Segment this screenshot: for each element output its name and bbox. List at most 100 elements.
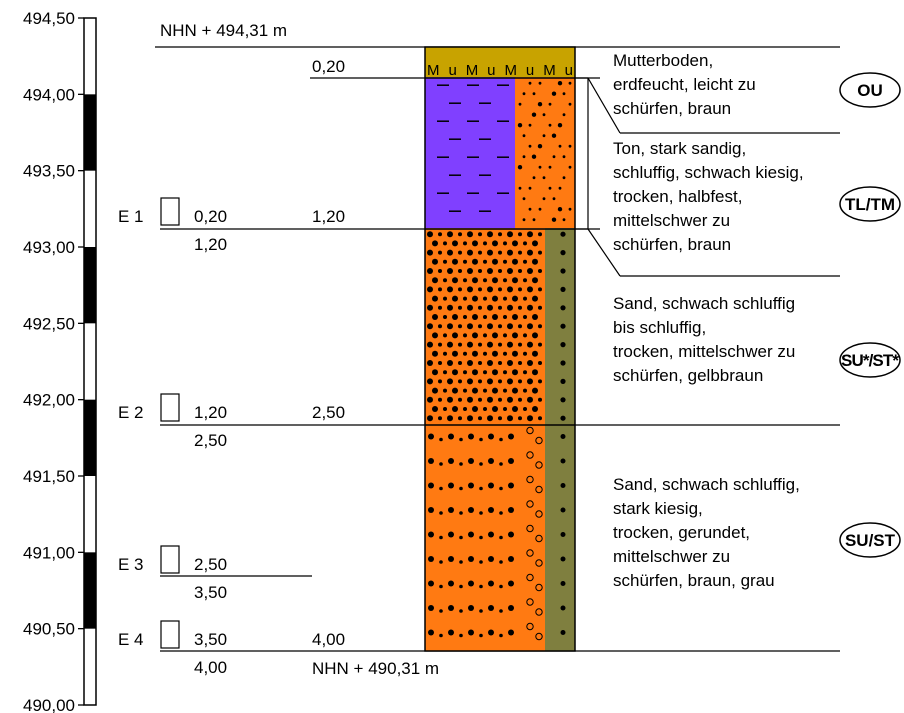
description-line: schürfen, braun [613,235,731,254]
sand-dot [432,240,438,247]
sand-dot [542,197,546,201]
sample-id: E 2 [118,403,144,422]
sand-dot [531,112,537,117]
sand-dot [562,92,566,96]
sample-id: E 4 [118,630,144,649]
sand-dot [532,277,538,284]
sand-dot [512,332,518,339]
sand-dot [518,102,522,106]
sand-dot [463,241,467,246]
sand-dot [527,304,533,311]
sand-dot [487,249,493,256]
sand-dot [458,361,462,365]
sand-dot [527,286,533,293]
description-line: erdfeucht, leicht zu [613,75,756,94]
scale-segment-filled [84,552,96,629]
sand-dot [538,305,542,310]
sand-dot [438,342,442,347]
sand-dot [488,580,494,587]
sand-dot [518,232,522,237]
sand-dot [472,314,478,320]
sand-dot [507,231,513,238]
sand-dot [478,305,482,310]
sand-dot [562,155,566,159]
description-line: trocken, halbfest, [613,187,742,206]
sand-dot [523,370,527,375]
layer-main-fill [425,228,545,425]
sand-dot [468,507,474,513]
sand-dot [488,458,494,464]
sand-dot [488,556,494,562]
group-symbol-ellipse [839,342,901,378]
sand-dot [467,378,473,385]
gravel-circle [526,622,534,631]
sand-dot [508,580,514,587]
sand-dot [447,304,453,311]
sand-dot [487,323,493,330]
sand-dot [498,416,502,421]
sand-dot [508,507,514,513]
sand-dot [498,324,502,329]
sand-dot [499,511,503,515]
sand-dot [427,249,433,256]
sand-dot [459,511,463,515]
sand-dot [447,378,453,385]
sand-dot [523,351,527,356]
layer-side-fill [545,424,575,651]
sand-dot [499,609,503,613]
sand-dot [492,350,498,357]
sand-dot [479,633,483,638]
sand-dot [459,633,463,638]
gravel-circle [526,475,534,484]
sand-dot [499,535,503,540]
sand-dot [479,511,483,515]
sand-dot [508,629,514,636]
silt-dot [560,581,566,586]
sand-dot [483,388,487,393]
sand-dot [523,259,527,264]
sand-dot [522,197,526,201]
scale-tick-label: 490,00 [23,696,75,713]
sand-dot [492,258,498,265]
sand-dot [488,531,494,538]
sand-dot [498,397,502,402]
sand-dot [432,350,438,357]
scale-bar-outline [83,17,97,706]
sand-dot [448,433,454,440]
gravel-circle [526,500,534,508]
sand-dot [468,629,474,636]
sand-dot [503,351,507,356]
sand-dot [538,324,542,329]
layer-side-fill [545,228,575,425]
description-line: bis schluffig, [613,318,706,337]
sand-dot [472,350,478,357]
sand-dot [512,277,518,284]
sand-dot [512,350,518,357]
sand-dot [532,314,538,320]
gravel-circle [535,632,543,641]
silt-dot [560,231,566,237]
sand-dot [512,258,518,265]
group-symbol-label: TL/TM [845,195,895,214]
sand-dot [498,250,502,255]
sand-dot [458,342,462,347]
description-line: schürfen, braun, grau [613,571,775,590]
sand-dot [523,241,527,246]
sand-dot [508,605,514,611]
sand-dot [448,580,454,587]
sand-dot [443,296,447,301]
sand-dot [439,633,443,638]
sand-dot [459,609,463,613]
sand-dot [492,277,498,284]
sand-dot [499,560,503,564]
sand-dot [452,295,458,302]
sand-dot [479,609,483,613]
gravel-circle [526,451,534,459]
sand-dot [508,482,514,489]
sand-dot [532,240,538,247]
sand-dot [452,314,458,320]
sand-dot [528,144,532,148]
sand-dot [439,462,443,466]
sand-dot [428,433,434,440]
